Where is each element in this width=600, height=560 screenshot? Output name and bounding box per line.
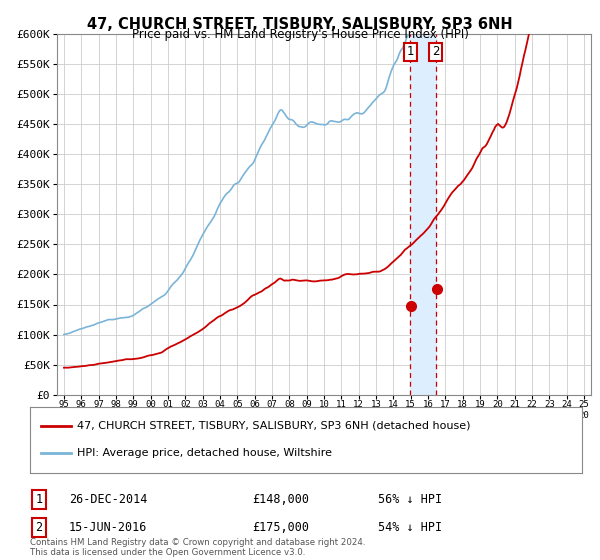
Text: 2: 2: [35, 521, 43, 534]
Text: 54% ↓ HPI: 54% ↓ HPI: [378, 521, 442, 534]
Text: HPI: Average price, detached house, Wiltshire: HPI: Average price, detached house, Wilt…: [77, 449, 332, 459]
Text: 2: 2: [432, 45, 440, 58]
Text: 47, CHURCH STREET, TISBURY, SALISBURY, SP3 6NH (detached house): 47, CHURCH STREET, TISBURY, SALISBURY, S…: [77, 421, 470, 431]
Text: 47, CHURCH STREET, TISBURY, SALISBURY, SP3 6NH: 47, CHURCH STREET, TISBURY, SALISBURY, S…: [87, 17, 513, 32]
Text: Contains HM Land Registry data © Crown copyright and database right 2024.
This d: Contains HM Land Registry data © Crown c…: [30, 538, 365, 557]
Bar: [410, 34, 436, 395]
Text: £148,000: £148,000: [252, 493, 309, 506]
Text: 15-JUN-2016: 15-JUN-2016: [69, 521, 148, 534]
Text: Price paid vs. HM Land Registry's House Price Index (HPI): Price paid vs. HM Land Registry's House …: [131, 28, 469, 41]
Text: 56% ↓ HPI: 56% ↓ HPI: [378, 493, 442, 506]
Text: 1: 1: [35, 493, 43, 506]
Text: 1: 1: [406, 45, 414, 58]
Text: £175,000: £175,000: [252, 521, 309, 534]
Text: 26-DEC-2014: 26-DEC-2014: [69, 493, 148, 506]
